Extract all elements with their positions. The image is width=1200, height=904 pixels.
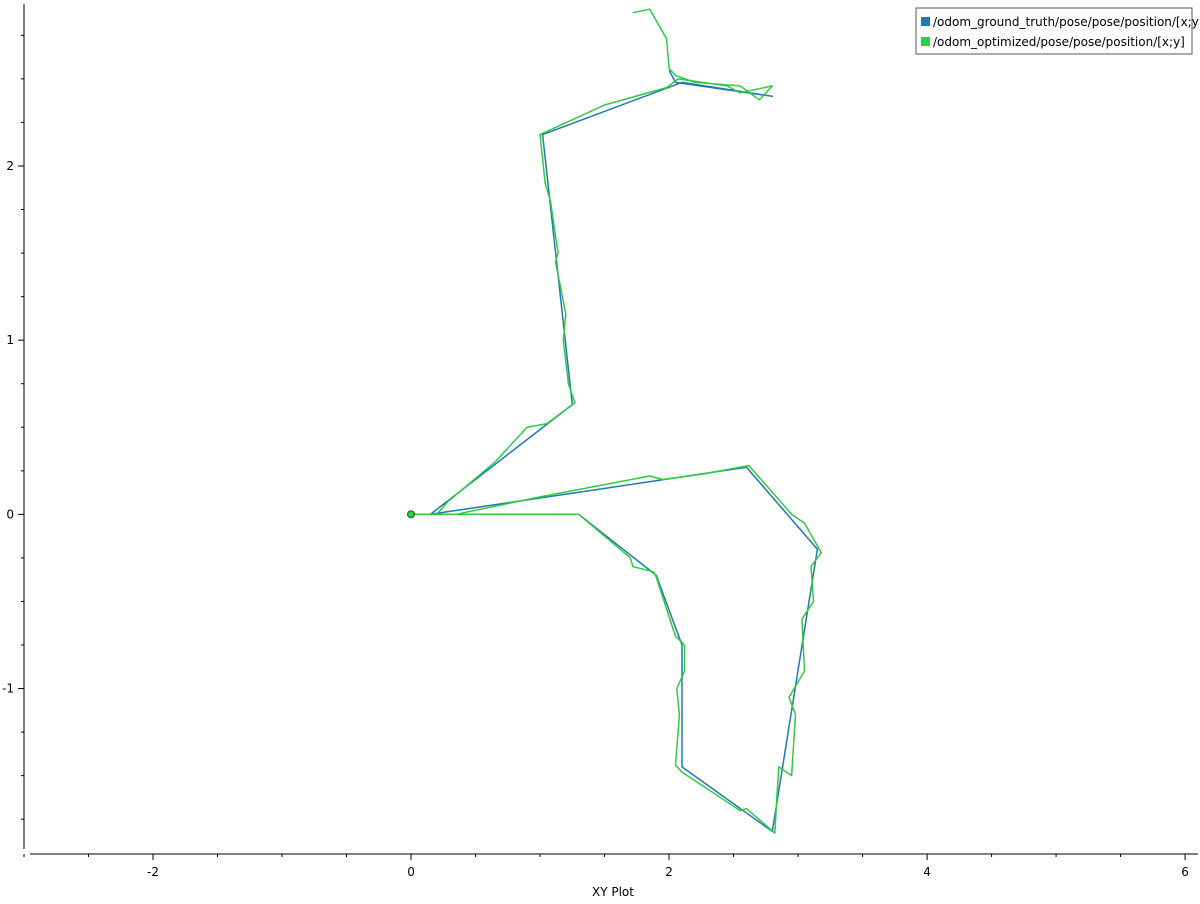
y-tick-label: 1 (6, 333, 14, 347)
axes-layer (23, 4, 1198, 855)
legend-swatch (921, 17, 930, 26)
x-axis-title: XY Plot (592, 885, 634, 899)
series-layer (411, 8, 823, 834)
y-tick-label: 0 (6, 507, 14, 521)
y-ticks: -1 0 1 2 (2, 34, 24, 820)
origin-marker (407, 510, 416, 519)
series-line-optimized (411, 8, 823, 834)
x-ticks: -2 0 2 4 6 (23, 854, 1189, 879)
x-tick-label: 6 (1181, 865, 1189, 879)
x-tick-label: 4 (923, 865, 931, 879)
y-tick-label: -1 (2, 682, 14, 696)
series-line-ground-truth (411, 69, 819, 833)
x-tick-label: 2 (665, 865, 673, 879)
legend-entry[interactable]: /odom_optimized/pose/pose/position/[x;y] (933, 35, 1185, 49)
legend-box (915, 7, 1193, 55)
legend[interactable]: /odom_ground_truth/pose/pose/position/[x… (915, 7, 1200, 55)
marker-layer (407, 510, 416, 519)
x-tick-label: -2 (147, 865, 159, 879)
legend-entry[interactable]: /odom_ground_truth/pose/pose/position/[x… (933, 15, 1200, 29)
legend-swatch (921, 37, 930, 46)
y-tick-label: 2 (6, 159, 14, 173)
x-tick-label: 0 (407, 865, 415, 879)
